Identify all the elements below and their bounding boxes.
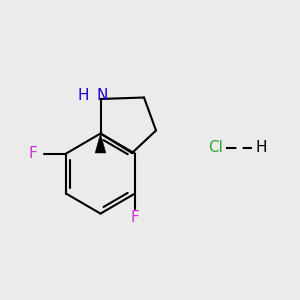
Text: F: F [28,146,37,161]
Text: H: H [255,140,267,155]
Text: N: N [96,88,107,103]
Text: Cl: Cl [208,140,224,155]
Text: F: F [130,210,140,225]
Text: H: H [78,88,89,103]
Polygon shape [95,134,106,153]
